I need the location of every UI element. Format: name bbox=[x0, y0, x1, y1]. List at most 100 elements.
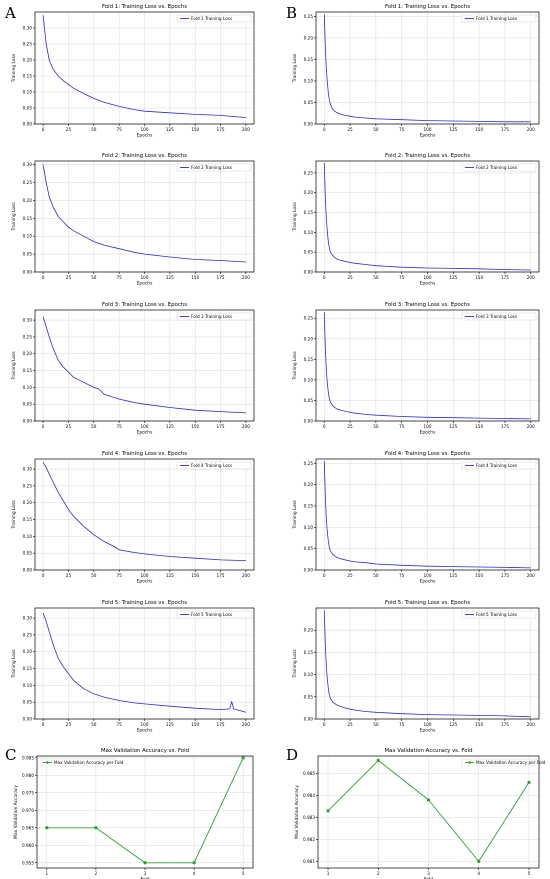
chart-4: 0 25 50 75 100 125 150 175 200 0.00 0.05 0.10 0.15 0.… bbox=[292, 153, 540, 287]
y-axis-label: Max Validation Accuracy bbox=[13, 785, 19, 839]
chart-11: 1 2 3 4 5 0.955 0.960 0.965 0.970 0.975 0.980 0.985… bbox=[13, 748, 254, 879]
y-tick-label: 0.05 bbox=[304, 694, 314, 699]
y-tick-label: 0.00 bbox=[304, 270, 314, 275]
chart-title: Fold 2: Training Loss vs. Epochs bbox=[102, 153, 187, 159]
y-tick-label: 0.15 bbox=[304, 357, 314, 362]
y-tick-label: 0.15 bbox=[23, 74, 33, 79]
x-tick-label: 2 bbox=[377, 871, 380, 876]
y-tick-label: 0.15 bbox=[23, 666, 33, 671]
data-point bbox=[477, 859, 481, 864]
x-tick-label: 125 bbox=[449, 424, 457, 429]
x-axis-label: Epochs bbox=[420, 281, 436, 287]
plot-frame bbox=[34, 309, 255, 422]
y-tick-label: 0.20 bbox=[23, 500, 33, 505]
y-tick-label: 0.00 bbox=[23, 270, 33, 275]
x-tick-label: 0 bbox=[42, 722, 45, 727]
x-tick-label: 200 bbox=[527, 722, 535, 727]
legend-box bbox=[176, 461, 252, 470]
y-tick-label: 0.15 bbox=[304, 503, 314, 508]
data-point bbox=[192, 861, 196, 865]
chart-6: 0 25 50 75 100 125 150 175 200 0.00 0.05 0.10 0.15 0.… bbox=[292, 302, 540, 436]
x-tick-label: 0 bbox=[323, 127, 326, 132]
data-point bbox=[326, 809, 330, 813]
chart-title: Fold 5: Training Loss vs. Epochs bbox=[385, 600, 470, 606]
chart-title: Fold 2: Training Loss vs. Epochs bbox=[385, 153, 470, 159]
x-tick-label: 200 bbox=[242, 127, 250, 132]
x-tick-label: 75 bbox=[399, 573, 405, 578]
plot-frame bbox=[315, 458, 540, 571]
chart-title: Fold 3: Training Loss vs. Epochs bbox=[102, 302, 187, 308]
y-tick-label: 0.00 bbox=[304, 419, 314, 424]
y-tick-label: 0.30 bbox=[23, 162, 33, 167]
y-tick-label: 0.10 bbox=[23, 534, 33, 539]
y-tick-label: 0.15 bbox=[23, 368, 33, 373]
series-line bbox=[323, 14, 531, 123]
x-tick-label: 175 bbox=[501, 424, 509, 429]
legend-marker bbox=[46, 761, 49, 764]
data-point bbox=[376, 758, 380, 762]
chart-1: 0 25 50 75 100 125 150 175 200 0.00 0.05 0.10 0.15 0.… bbox=[11, 4, 255, 139]
x-tick-label: 175 bbox=[217, 424, 225, 429]
x-tick-label: 4 bbox=[477, 871, 480, 876]
legend-box bbox=[39, 758, 115, 767]
y-tick-label: 0.30 bbox=[23, 467, 33, 472]
x-tick-label: 50 bbox=[373, 127, 379, 132]
data-point bbox=[94, 826, 98, 830]
chart-12: 1 2 3 4 5 0.981 0.982 0.983 0.984 0.985 Max Valida… bbox=[294, 748, 546, 879]
x-axis-label: Epochs bbox=[420, 728, 436, 734]
series-line bbox=[42, 164, 246, 263]
x-tick-label: 100 bbox=[424, 275, 432, 280]
y-tick-label: 0.00 bbox=[23, 717, 33, 722]
x-tick-label: 0 bbox=[42, 573, 45, 578]
x-tick-label: 175 bbox=[217, 573, 225, 578]
x-tick-label: 125 bbox=[449, 573, 457, 578]
chart-title: Fold 3: Training Loss vs. Epochs bbox=[385, 302, 470, 308]
legend-label: Fold 5 Training Loss bbox=[191, 612, 232, 617]
y-tick-label: 0.15 bbox=[304, 57, 314, 62]
x-tick-label: 5 bbox=[242, 871, 245, 876]
x-tick-label: 200 bbox=[242, 573, 250, 578]
x-tick-label: 50 bbox=[91, 127, 97, 132]
x-tick-label: 25 bbox=[66, 275, 72, 280]
x-tick-label: 150 bbox=[475, 275, 483, 280]
y-tick-label: 0.10 bbox=[304, 525, 314, 530]
y-tick-label: 0.10 bbox=[23, 90, 33, 95]
y-tick-label: 0.15 bbox=[23, 517, 33, 522]
y-tick-label: 0.980 bbox=[22, 773, 34, 778]
data-point bbox=[143, 861, 147, 865]
x-axis-label: Epochs bbox=[137, 281, 153, 287]
y-tick-label: 0.30 bbox=[23, 616, 33, 621]
legend-box bbox=[176, 610, 252, 619]
legend-label: Fold 3 Training Loss bbox=[476, 314, 517, 319]
y-tick-label: 0.25 bbox=[304, 316, 314, 321]
x-tick-label: 50 bbox=[373, 275, 379, 280]
y-tick-label: 0.10 bbox=[23, 683, 33, 688]
y-tick-label: 0.15 bbox=[23, 216, 33, 221]
x-tick-label: 3 bbox=[144, 871, 147, 876]
x-tick-label: 50 bbox=[91, 424, 97, 429]
x-tick-label: 75 bbox=[116, 722, 122, 727]
legend-label: Fold 4 Training Loss bbox=[191, 463, 232, 468]
panel-letter-b: B bbox=[286, 4, 297, 22]
x-tick-label: 100 bbox=[141, 573, 149, 578]
legend-label: Fold 2 Training Loss bbox=[476, 165, 517, 170]
plot-frame bbox=[34, 11, 255, 125]
y-tick-label: 0.20 bbox=[304, 628, 314, 633]
x-tick-label: 25 bbox=[66, 127, 72, 132]
x-tick-label: 0 bbox=[42, 275, 45, 280]
plot-frame bbox=[315, 607, 540, 720]
x-axis-label: Fold bbox=[424, 877, 433, 879]
x-tick-label: 3 bbox=[427, 871, 430, 876]
x-tick-label: 50 bbox=[373, 573, 379, 578]
y-tick-label: 0.15 bbox=[304, 210, 314, 215]
y-axis-label: Training Loss bbox=[292, 500, 298, 530]
plot-frame bbox=[317, 755, 540, 869]
x-tick-label: 125 bbox=[166, 424, 174, 429]
x-tick-label: 50 bbox=[373, 424, 379, 429]
x-tick-label: 175 bbox=[501, 573, 509, 578]
plot-frame bbox=[34, 160, 255, 273]
legend-label: Fold 5 Training Loss bbox=[476, 612, 517, 617]
y-tick-label: 0.25 bbox=[304, 170, 314, 175]
x-tick-label: 25 bbox=[66, 722, 72, 727]
x-tick-label: 4 bbox=[193, 871, 196, 876]
